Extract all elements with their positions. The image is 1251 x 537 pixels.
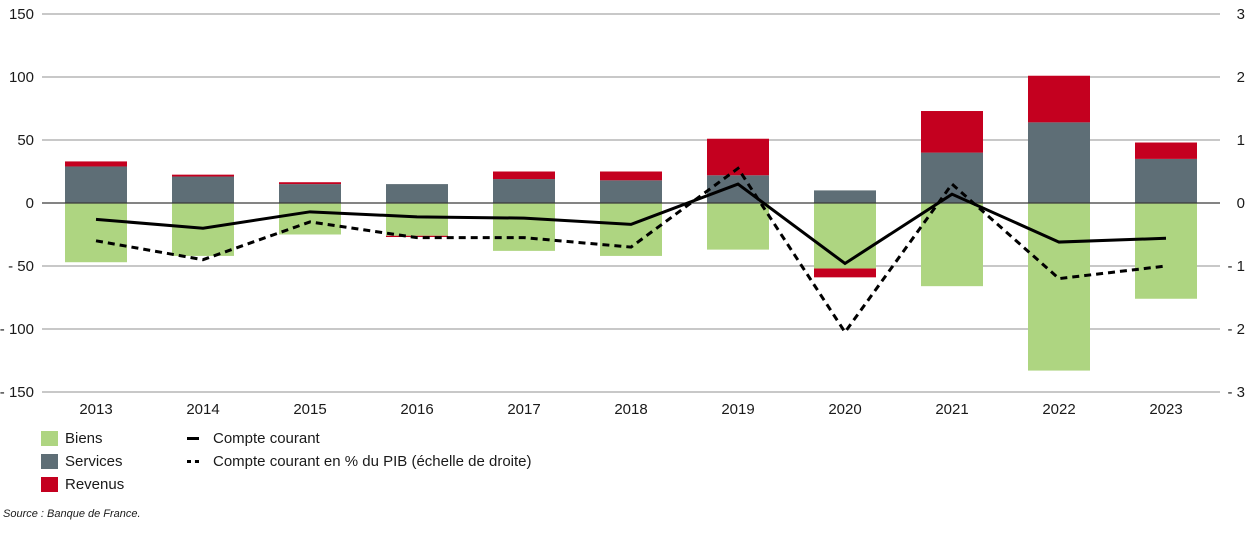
right-tick-label: - 3: [1227, 384, 1245, 401]
gridlines: [42, 13, 1220, 393]
legend-swatch-services: [41, 454, 58, 469]
line-compte-courant-pib: [95, 166, 1167, 335]
right-tick-label: - 1: [1227, 258, 1245, 275]
x-tick-label: 2022: [1042, 401, 1075, 418]
x-tick-label: 2018: [614, 401, 647, 418]
bar-services-2014: [172, 176, 234, 203]
x-tick-label: 2016: [400, 401, 433, 418]
x-tick-label: 2023: [1149, 401, 1182, 418]
left-tick-label: 100: [9, 69, 34, 86]
right-tick-label: 0: [1237, 195, 1245, 212]
source-note: Source : Banque de France.: [3, 508, 141, 520]
bar-revenus-2022: [1028, 75, 1090, 123]
bar-revenus-2015: [279, 182, 341, 185]
bar-biens-2016: [386, 203, 448, 236]
left-tick-label: 0: [26, 195, 34, 212]
bar-biens-2021: [921, 203, 983, 287]
right-axis-ticks: 3 2 1 0 - 1 - 2 - 3: [1227, 6, 1245, 401]
left-axis-ticks: 150 100 50 0 - 50 - 100 - 150: [0, 6, 34, 401]
bar-services-2018: [600, 180, 662, 203]
right-tick-label: 2: [1237, 69, 1245, 86]
bar-biens-2023: [1135, 203, 1197, 299]
legend-swatch-revenus: [41, 477, 58, 492]
bar-services-2013: [65, 166, 127, 203]
x-tick-label: 2019: [721, 401, 754, 418]
line-compte-courant: [95, 182, 1167, 266]
legend-label: Biens: [65, 430, 103, 447]
bar-services-2017: [493, 179, 555, 203]
x-tick-label: 2015: [293, 401, 326, 418]
lines: [95, 166, 1167, 335]
bar-services-2020: [814, 190, 876, 203]
left-tick-label: - 50: [8, 258, 34, 275]
x-tick-label: 2021: [935, 401, 968, 418]
x-tick-label: 2013: [79, 401, 112, 418]
left-tick-label: - 150: [0, 384, 34, 401]
bar-services-2022: [1028, 122, 1090, 203]
legend-label: Compte courant en % du PIB (échelle de d…: [213, 453, 532, 470]
bar-biens-2019: [707, 203, 769, 250]
legend-line-solid-icon: [187, 437, 199, 440]
legend-label: Revenus: [65, 476, 125, 493]
x-axis-ticks: 2013 2014 2015 2016 2017 2018 2019 2020 2021 2022…: [79, 401, 1182, 418]
bar-revenus-2017: [493, 171, 555, 180]
chart: 150 100 50 0 - 50 - 100 - 150 3 2 1 0 - 1 - 2 - 3 20…: [0, 6, 1245, 418]
bar-biens-2013: [65, 203, 127, 263]
right-tick-label: 1: [1237, 132, 1245, 149]
right-tick-label: 3: [1237, 6, 1245, 23]
left-tick-label: 150: [9, 6, 34, 23]
legend-label: Compte courant: [213, 430, 320, 447]
bar-revenus-2014: [172, 174, 234, 177]
x-tick-label: 2020: [828, 401, 861, 418]
bar-revenus-2013: [65, 161, 127, 167]
bar-biens-2015: [279, 203, 341, 235]
legend-swatch-biens: [41, 431, 58, 446]
left-tick-label: 50: [17, 132, 34, 149]
bar-biens-2017: [493, 203, 555, 251]
legend-label: Services: [65, 453, 123, 470]
bar-biens-2020: [814, 203, 876, 269]
bar-revenus-2023: [1135, 142, 1197, 159]
bar-services-2023: [1135, 158, 1197, 203]
bar-revenus-2021: [921, 111, 983, 153]
bar-revenus-2018: [600, 171, 662, 181]
bar-biens-2022: [1028, 203, 1090, 371]
x-tick-label: 2014: [186, 401, 219, 418]
bar-services-2015: [279, 184, 341, 203]
x-tick-label: 2017: [507, 401, 540, 418]
right-tick-label: - 2: [1227, 321, 1245, 338]
bar-revenus-2020: [814, 268, 876, 278]
legend-line-dotted-icon: [187, 460, 199, 463]
bar-services-2016: [386, 184, 448, 203]
left-tick-label: - 100: [0, 321, 34, 338]
